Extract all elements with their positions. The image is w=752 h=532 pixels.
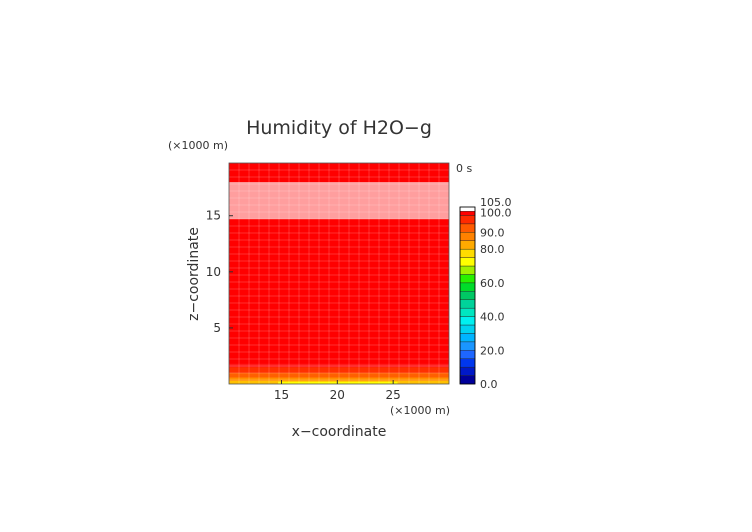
colorbar-level-12 <box>459 274 476 284</box>
colorbar-level-3 <box>459 350 476 359</box>
x-multiplier-label: (×1000 m) <box>390 404 450 417</box>
field-yellow-patch <box>278 381 398 384</box>
colorbar-level-13 <box>459 265 476 275</box>
axes: 15 20 25 5 10 15 <box>206 162 450 402</box>
z-tick-label: 5 <box>213 321 221 335</box>
x-tick-label: 25 <box>386 388 401 402</box>
field-band-1 <box>229 363 449 368</box>
colorbar-level-5 <box>459 333 476 343</box>
colorbar-label: 105.0 <box>480 196 512 209</box>
colorbar-label: 20.0 <box>480 344 505 357</box>
colorbar-level-19 <box>459 215 476 225</box>
colorbar-level-16 <box>459 240 476 250</box>
colorbar-level-20 <box>459 211 476 216</box>
plot-frame <box>228 162 450 385</box>
colorbar-level-2 <box>459 358 476 368</box>
x-axis-label: x−coordinate <box>292 424 387 440</box>
colorbar-level-4 <box>459 341 476 351</box>
colorbar-level-17 <box>459 232 476 241</box>
field-band-0 <box>229 182 449 220</box>
colorbar-level-9 <box>459 299 476 309</box>
colorbar-level-8 <box>459 307 476 317</box>
x-tick-label: 20 <box>330 388 345 402</box>
colorbar-level-15 <box>459 248 476 258</box>
time-label: 0 s <box>456 162 472 175</box>
colorbar-level-7 <box>459 316 476 326</box>
field-band-3 <box>229 372 449 378</box>
heatmap-field <box>229 163 449 384</box>
colorbar-label: 0.0 <box>480 378 498 391</box>
y-axis-label: z−coordinate <box>186 227 202 321</box>
colorbar-level-10 <box>459 291 476 300</box>
colorbar-frame <box>459 206 476 385</box>
colorbar-level-11 <box>459 282 476 292</box>
colorbar-label: 80.0 <box>480 243 505 256</box>
field-band-2 <box>229 367 449 373</box>
field-band-4 <box>229 377 449 381</box>
colorbar-label: 90.0 <box>480 226 505 239</box>
z-multiplier-label: (×1000 m) <box>168 139 228 152</box>
colorbar-level-6 <box>459 324 476 334</box>
colorbar-level-1 <box>459 366 476 376</box>
colorbar-level-0 <box>459 375 476 385</box>
colorbar-label: 60.0 <box>480 277 505 290</box>
colorbar-level-14 <box>459 257 476 267</box>
colorbar-level-21 <box>459 206 476 212</box>
colorbar-label: 100.0 <box>480 206 512 219</box>
z-tick-label: 15 <box>206 209 221 223</box>
colorbar-level-18 <box>459 223 476 233</box>
chart-title: Humidity of H2O−g <box>246 117 432 139</box>
colorbar-label: 40.0 <box>480 311 505 324</box>
z-tick-label: 10 <box>206 265 221 279</box>
x-tick-label: 15 <box>274 388 289 402</box>
